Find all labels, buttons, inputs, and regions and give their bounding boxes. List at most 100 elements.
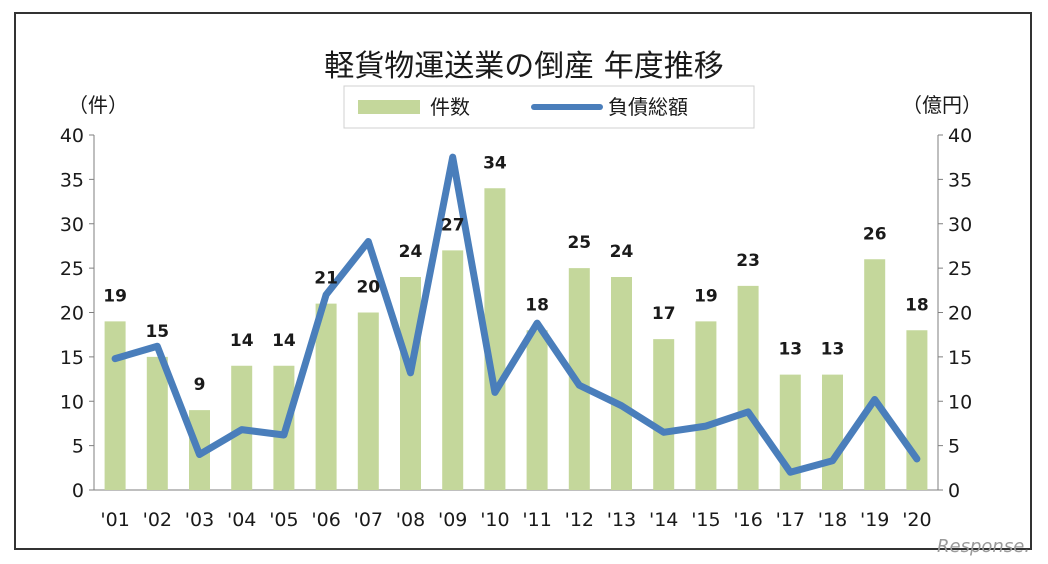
x-tick-label: '13 (607, 509, 636, 531)
line-point (280, 431, 287, 438)
right-tick-label: 25 (948, 258, 972, 280)
x-tick-label: '09 (438, 509, 467, 531)
line-series (111, 153, 921, 476)
bar (906, 330, 928, 490)
data-label: 24 (399, 242, 423, 262)
bar (146, 356, 168, 490)
line-point (449, 154, 456, 161)
data-label: 34 (483, 153, 507, 173)
x-tick-label: '18 (818, 509, 847, 531)
right-tick-label: 15 (948, 347, 972, 369)
x-tick-label: '02 (143, 509, 172, 531)
x-tick-label: '14 (649, 509, 678, 531)
bar (357, 312, 379, 490)
line-point (238, 426, 245, 433)
data-label: 13 (778, 340, 802, 360)
bar (822, 374, 843, 490)
right-axis-unit: （億円） (902, 93, 982, 117)
right-tick-label: 20 (948, 303, 972, 325)
left-tick-label: 0 (72, 480, 84, 502)
line-point (745, 408, 752, 415)
x-tick-label: '20 (902, 509, 931, 531)
line-point (871, 396, 878, 403)
right-tick-label: 0 (948, 480, 960, 502)
x-tick-label: '08 (396, 509, 425, 531)
data-label: 25 (567, 233, 591, 253)
bar (315, 303, 337, 490)
line-point (112, 355, 119, 362)
x-tick-label: '01 (100, 509, 129, 531)
line-point (829, 457, 836, 464)
x-tick-label: '17 (776, 509, 805, 531)
chart-title: 軽貨物運送業の倒産 年度推移 (324, 49, 724, 84)
data-label: 23 (736, 251, 760, 271)
legend: 件数 負債総額 (343, 85, 755, 129)
right-tick-label: 5 (948, 436, 960, 458)
data-label: 20 (356, 278, 380, 298)
bar (484, 188, 506, 490)
data-labels: 19 15 9 14 14 21 20 24 27 34 18 25 24 17 19 23 13 13 26 18 (103, 153, 928, 395)
data-label: 26 (863, 224, 887, 244)
x-tick-label: '06 (311, 509, 340, 531)
line-point (323, 291, 330, 298)
line-point (913, 455, 920, 462)
line-point (491, 389, 498, 396)
left-tick-label: 35 (60, 169, 84, 191)
bar (442, 250, 464, 490)
data-label: 24 (610, 242, 634, 262)
line-point (787, 469, 794, 476)
right-tick-label: 35 (948, 169, 972, 191)
right-tick-label: 10 (948, 391, 972, 413)
left-axis-unit: （件） (68, 93, 128, 117)
x-tick-label: '16 (733, 509, 762, 531)
watermark: Response. (937, 536, 1030, 557)
left-tick-label: 30 (60, 214, 84, 236)
left-tick-label: 20 (60, 303, 84, 325)
data-label: 18 (525, 295, 549, 315)
data-label: 21 (314, 269, 338, 289)
bar (737, 285, 759, 490)
line-point (196, 451, 203, 458)
x-tick-label: '07 (354, 509, 383, 531)
bar (653, 339, 675, 490)
data-label: 18 (905, 295, 929, 315)
debt-line (111, 153, 921, 476)
data-label: 19 (103, 286, 127, 306)
line-point (576, 382, 583, 389)
right-tick-label: 30 (948, 214, 972, 236)
left-tick-label: 5 (72, 436, 84, 458)
x-tick-label: '04 (227, 509, 256, 531)
x-tick-label: '12 (565, 509, 594, 531)
data-label: 27 (441, 215, 465, 235)
left-tick-label: 25 (60, 258, 84, 280)
line-point (702, 423, 709, 430)
line-point (660, 429, 667, 436)
x-tick-label: '05 (269, 509, 298, 531)
x-tick-label: '03 (185, 509, 214, 531)
line-point (407, 369, 414, 376)
data-label: 9 (194, 375, 206, 395)
legend-bar-label: 件数 (430, 95, 470, 119)
bar (104, 321, 126, 490)
x-tick-label: '15 (691, 509, 720, 531)
right-tick-label: 40 (948, 125, 972, 147)
x-tick-label: '10 (480, 509, 509, 531)
data-label: 13 (821, 340, 845, 360)
data-label: 19 (694, 286, 718, 306)
left-tick-label: 10 (60, 391, 84, 413)
bar (695, 321, 717, 490)
x-tick-label: '19 (860, 509, 889, 531)
data-label: 17 (652, 304, 676, 324)
bar (400, 277, 421, 490)
line-point (618, 402, 625, 409)
left-tick-label: 15 (60, 347, 84, 369)
bar (526, 330, 548, 490)
data-label: 14 (272, 331, 296, 351)
line-point (154, 343, 161, 350)
line-point (534, 320, 541, 327)
bar (611, 277, 632, 490)
legend-bar-swatch (358, 100, 420, 114)
left-tick-label: 40 (60, 125, 84, 147)
bar (864, 259, 886, 490)
